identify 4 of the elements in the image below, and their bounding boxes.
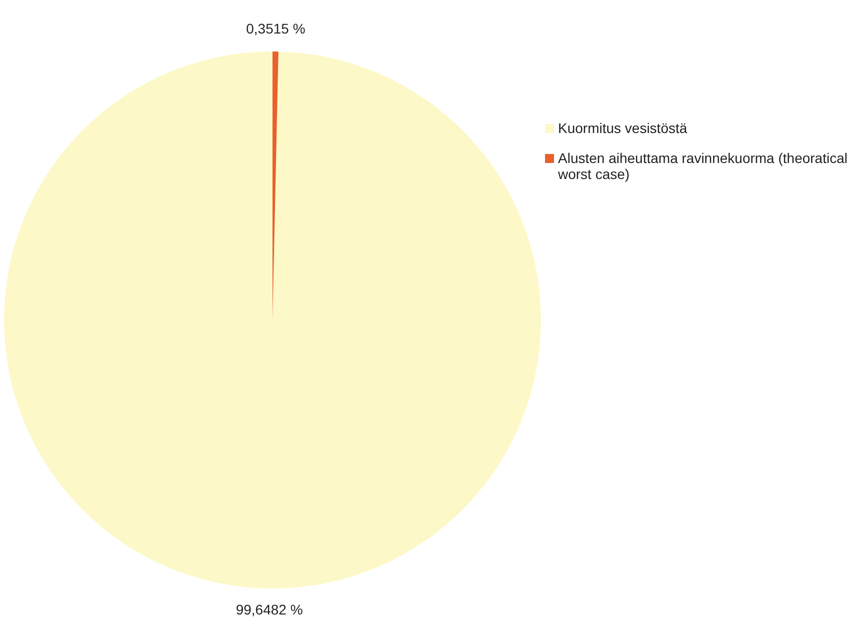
data-label: 0,3515 % xyxy=(246,20,306,36)
legend-label: Alusten aiheuttama ravinnekuorma (theoratical worst case) xyxy=(558,150,848,182)
legend-label: Kuormitus vesistöstä xyxy=(558,120,688,136)
data-label: 99,6482 % xyxy=(236,601,303,618)
